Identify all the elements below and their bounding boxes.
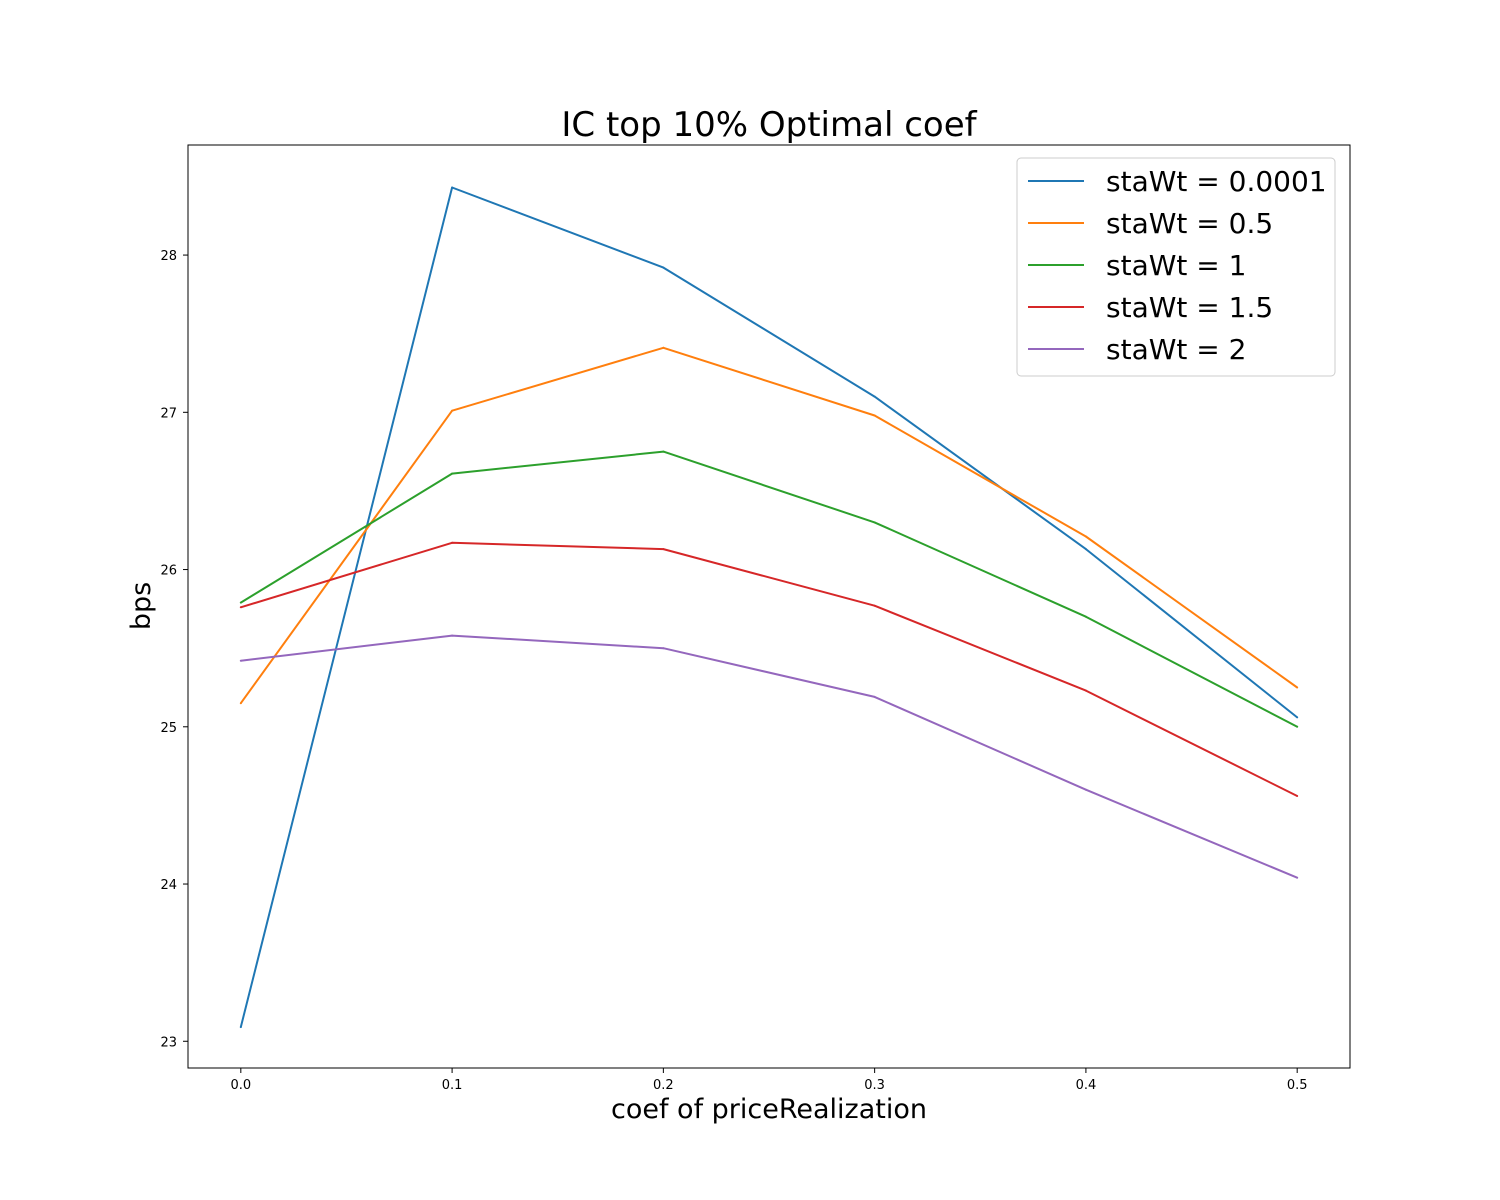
series-line-1 [239,346,1298,704]
data-point [662,647,665,650]
x-axis: 0.0 0.1 0.2 0.3 0.4 0.5 [230,1068,1308,1093]
legend-label: staWt = 0.0001 [1106,165,1327,198]
data-point [873,521,876,524]
data-point [662,548,665,551]
x-tick-label: 0.4 [1076,1078,1097,1093]
legend-box [1016,157,1336,377]
plot-area [187,144,1351,1069]
y-tick-label: 23 [160,1035,177,1050]
legend-label: staWt = 0.5 [1106,207,1273,240]
series-line-4 [240,634,1298,879]
data-point [1296,876,1299,879]
data-point [873,414,876,417]
data-point [239,601,242,604]
data-point [239,606,242,609]
data-point [451,541,454,544]
data-point [1084,535,1087,538]
data-point [451,186,454,189]
data-point [239,702,242,705]
data-point [1296,686,1299,689]
data-point [873,604,876,607]
x-tick-label: 0.3 [864,1078,885,1093]
x-axis-title: coef of priceRealization [611,1094,927,1125]
y-tick-label: 25 [160,721,177,736]
data-point [451,472,454,475]
data-point [873,695,876,698]
x-tick-label: 0.5 [1287,1078,1308,1093]
series-layer [239,186,1299,1029]
data-point [1296,795,1299,797]
y-tick-label: 24 [160,878,177,893]
data-point [1296,725,1299,728]
legend-label: staWt = 1.5 [1106,291,1273,324]
y-axis: 23 24 25 26 27 28 [160,249,188,1050]
data-point [1084,689,1087,692]
series-line-0 [239,186,1298,1028]
legend-label: staWt = 1 [1106,249,1246,282]
data-point [662,266,665,269]
data-point [1084,615,1087,618]
data-point [451,634,454,637]
legend: staWt = 0.0001 staWt = 0.5 staWt = 1 staWt … [1016,157,1336,377]
x-tick-label: 0.2 [653,1078,674,1093]
y-tick-label: 28 [160,249,177,264]
data-point [451,409,454,412]
y-axis-title: bps [126,582,157,630]
data-point [239,1026,242,1029]
data-point [1084,788,1087,791]
data-point [662,346,665,349]
data-point [1296,716,1299,719]
legend-items: staWt = 0.0001 staWt = 0.5 staWt = 1 staWt … [1028,165,1327,366]
data-point [662,450,665,453]
data-point [1084,548,1087,551]
x-tick-label: 0.1 [442,1078,463,1093]
y-tick-label: 26 [160,564,177,579]
series-line-2 [240,450,1298,728]
y-tick-label: 27 [160,406,177,421]
data-point [239,659,242,662]
series-line-3 [240,541,1298,797]
data-point [873,395,876,398]
chart-title: IC top 10% Optimal coef [561,105,977,145]
legend-label: staWt = 2 [1106,333,1246,366]
x-tick-label: 0.0 [230,1078,251,1093]
